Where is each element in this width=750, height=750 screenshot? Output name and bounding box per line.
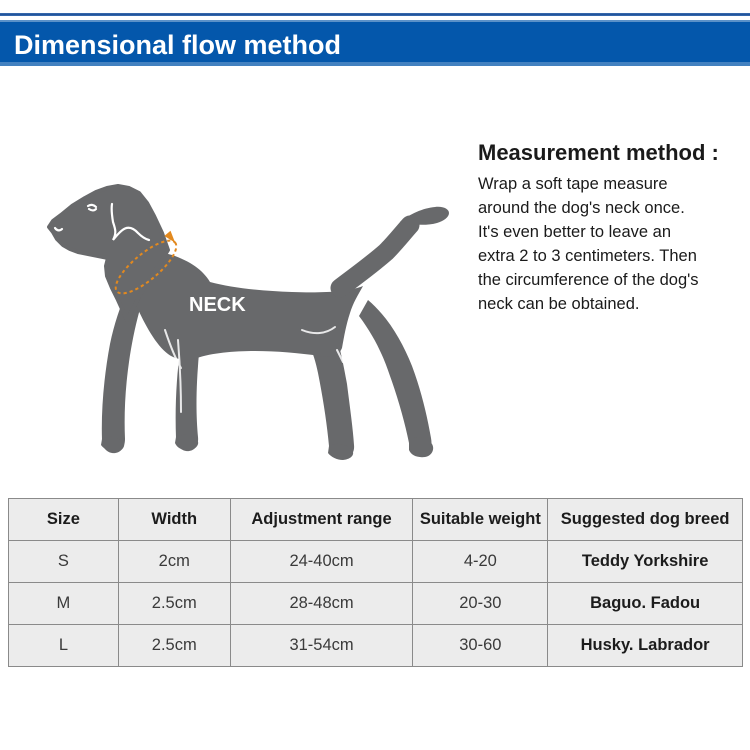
svg-text:NECK: NECK [189,294,246,316]
